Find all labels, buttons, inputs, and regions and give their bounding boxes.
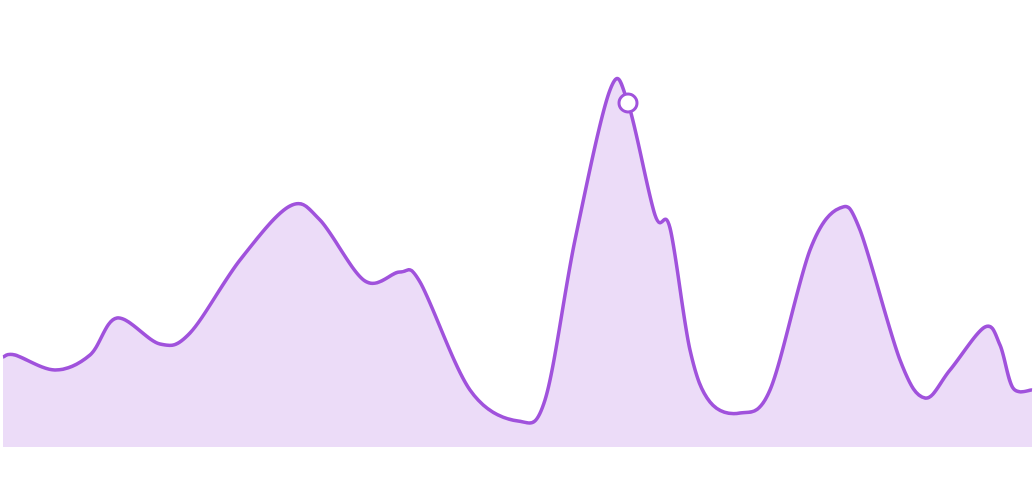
highlight-marker: [617, 92, 639, 114]
area-fill: [3, 78, 1032, 447]
area-line: [2, 76, 1033, 425]
